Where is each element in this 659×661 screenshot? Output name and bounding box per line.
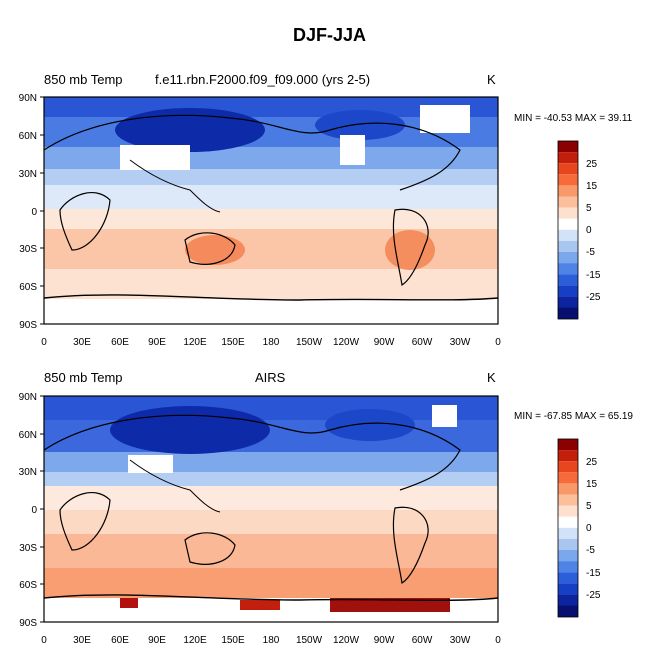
lat-label: 90N xyxy=(19,93,37,104)
panel-units-label: K xyxy=(487,72,496,87)
map-area xyxy=(43,396,499,622)
lon-label: 90E xyxy=(148,635,166,646)
panel-center-label: AIRS xyxy=(255,370,286,385)
lon-label: 0 xyxy=(495,337,501,348)
map-panel-model: 850 mb Temp f.e11.rbn.F2000.f09_f09.000 … xyxy=(19,72,502,348)
lat-label: 90S xyxy=(19,320,37,331)
lon-label: 180 xyxy=(263,337,280,348)
lon-label: 60E xyxy=(111,635,129,646)
lon-label: 150E xyxy=(221,635,245,646)
minmax-label: MIN = -67.85 MAX = 65.19 xyxy=(514,411,633,422)
panel-left-label: 850 mb Temp xyxy=(44,370,123,385)
lat-label: 90N xyxy=(19,392,37,403)
lon-label: 90W xyxy=(374,635,395,646)
lon-label: 30E xyxy=(73,635,91,646)
lat-label: 60N xyxy=(19,131,37,142)
lon-label: 0 xyxy=(41,635,47,646)
lon-label: 30W xyxy=(450,635,471,646)
lat-label: 60S xyxy=(19,282,37,293)
lon-label: 60W xyxy=(412,635,433,646)
lat-axis: 90N 60N 30N 0 30S 60S 90S xyxy=(19,93,44,331)
lon-label: 120E xyxy=(183,635,207,646)
panel-units-label: K xyxy=(487,370,496,385)
panel-center-label: f.e11.rbn.F2000.f09_f09.000 (yrs 2-5) xyxy=(155,72,370,87)
lon-label: 0 xyxy=(41,337,47,348)
lat-label: 60S xyxy=(19,580,37,591)
map-area xyxy=(43,97,499,324)
lon-label: 150E xyxy=(221,337,245,348)
lat-label: 30S xyxy=(19,543,37,554)
map-panel-airs: 850 mb Temp AIRS K 90N xyxy=(19,370,502,646)
lon-label: 120E xyxy=(183,337,207,348)
lat-label: 30S xyxy=(19,244,37,255)
lat-label: 0 xyxy=(31,207,37,218)
lat-label: 60N xyxy=(19,430,37,441)
lat-axis: 90N 60N 30N 0 30S 60S 90S xyxy=(19,392,44,629)
lon-label: 0 xyxy=(495,635,501,646)
lon-label: 150W xyxy=(296,337,323,348)
lat-label: 30N xyxy=(19,467,37,478)
figure-title: DJF-JJA xyxy=(292,25,367,45)
lon-label: 150W xyxy=(296,635,323,646)
lat-label: 30N xyxy=(19,169,37,180)
lat-label: 0 xyxy=(31,505,37,516)
lon-axis: 0 30E 60E 90E 120E 150E 180 150W 120W 90… xyxy=(41,337,501,348)
lon-label: 60E xyxy=(111,337,129,348)
lon-label: 180 xyxy=(263,635,280,646)
lon-label: 30W xyxy=(450,337,471,348)
lat-label: 90S xyxy=(19,618,37,629)
lon-label: 60W xyxy=(412,337,433,348)
lon-axis: 0 30E 60E 90E 120E 150E 180 150W 120W 90… xyxy=(41,635,501,646)
panel-left-label: 850 mb Temp xyxy=(44,72,123,87)
lon-label: 30E xyxy=(73,337,91,348)
lon-label: 90E xyxy=(148,337,166,348)
lon-label: 120W xyxy=(333,635,360,646)
lon-label: 90W xyxy=(374,337,395,348)
lon-label: 120W xyxy=(333,337,360,348)
minmax-label: MIN = -40.53 MAX = 39.11 xyxy=(514,113,633,124)
